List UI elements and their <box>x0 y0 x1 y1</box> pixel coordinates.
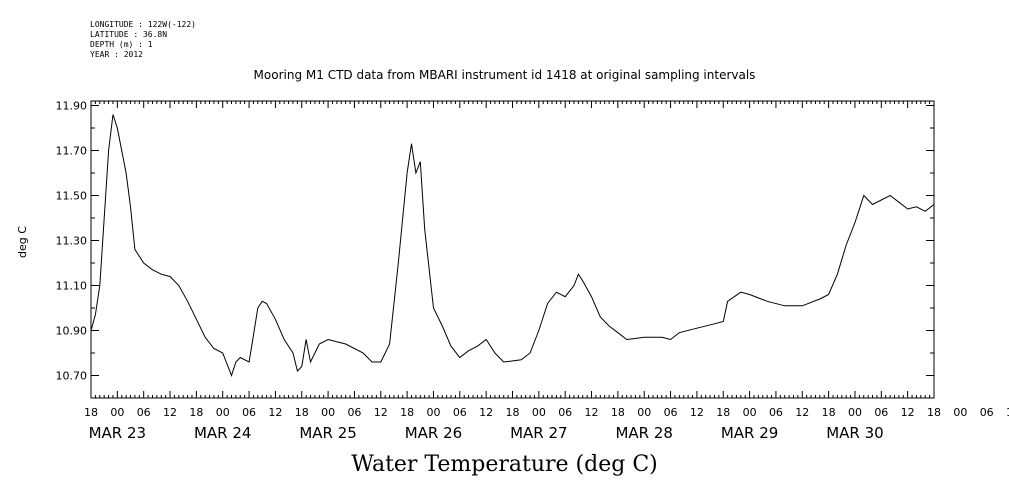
x-hour-label: 12 <box>901 406 915 419</box>
x-hour-label: 06 <box>453 406 467 419</box>
x-day-label: MAR 30 <box>826 424 883 442</box>
x-hour-label: 12 <box>374 406 388 419</box>
x-hour-label: 06 <box>769 406 783 419</box>
meta-longitude: LONGITUDE : 122W(-122) <box>90 20 196 29</box>
x-axis-title: Water Temperature (deg C) <box>351 452 658 477</box>
x-day-label: MAR 29 <box>721 424 778 442</box>
x-hour-label: 06 <box>980 406 994 419</box>
x-day-label: MAR 26 <box>405 424 462 442</box>
y-tick-label: 11.30 <box>56 235 88 248</box>
x-hour-label: 12 <box>163 406 177 419</box>
x-day-label: MAR 25 <box>299 424 356 442</box>
x-hour-label: 18 <box>84 406 98 419</box>
chart-title: Mooring M1 CTD data from MBARI instrumen… <box>253 68 756 82</box>
x-hour-label: 06 <box>347 406 361 419</box>
x-hour-label: 00 <box>953 406 967 419</box>
y-tick-label: 10.90 <box>56 325 88 338</box>
x-hour-label: 18 <box>189 406 203 419</box>
x-hour-label: 00 <box>637 406 651 419</box>
y-tick-label: 11.90 <box>56 100 88 113</box>
x-day-label: MAR 23 <box>89 424 146 442</box>
x-day-label: MAR 28 <box>615 424 672 442</box>
x-day-label: MAR 24 <box>194 424 251 442</box>
plot-frame <box>90 100 935 399</box>
x-hour-label: 12 <box>690 406 704 419</box>
x-hour-label: 00 <box>743 406 757 419</box>
x-hour-label: 00 <box>848 406 862 419</box>
x-hour-label: 12 <box>268 406 282 419</box>
y-tick-label: 11.50 <box>56 190 88 203</box>
y-tick-label: 11.70 <box>56 145 88 158</box>
x-hour-label: 18 <box>295 406 309 419</box>
x-hour-label: 18 <box>506 406 520 419</box>
meta-latitude: LATITUDE : 36.8N <box>90 30 168 39</box>
x-hour-label: 18 <box>822 406 836 419</box>
x-hour-label: 00 <box>216 406 230 419</box>
meta-year: YEAR : 2012 <box>90 50 143 59</box>
x-hour-label: 12 <box>479 406 493 419</box>
x-hour-label: 18 <box>611 406 625 419</box>
x-hour-label: 00 <box>426 406 440 419</box>
x-hour-label: 18 <box>716 406 730 419</box>
meta-depth: DEPTH (m) : 1 <box>90 40 153 49</box>
x-hour-label: 06 <box>664 406 678 419</box>
x-hour-label: 06 <box>874 406 888 419</box>
x-hour-label: 12 <box>1006 406 1009 419</box>
x-hour-label: 06 <box>242 406 256 419</box>
x-hour-label: 06 <box>558 406 572 419</box>
x-hour-label: 00 <box>110 406 124 419</box>
x-hour-label: 00 <box>321 406 335 419</box>
metadata-block: LONGITUDE : 122W(-122) LATITUDE : 36.8N … <box>90 20 196 60</box>
y-tick-label: 11.10 <box>56 280 88 293</box>
x-hour-label: 12 <box>795 406 809 419</box>
temperature-series-line <box>90 114 935 377</box>
x-hour-label: 18 <box>927 406 941 419</box>
x-day-label: MAR 27 <box>510 424 567 442</box>
x-hour-label: 00 <box>532 406 546 419</box>
x-hour-label: 18 <box>400 406 414 419</box>
y-tick-label: 10.70 <box>56 370 88 383</box>
x-hour-label: 12 <box>585 406 599 419</box>
x-hour-label: 06 <box>137 406 151 419</box>
